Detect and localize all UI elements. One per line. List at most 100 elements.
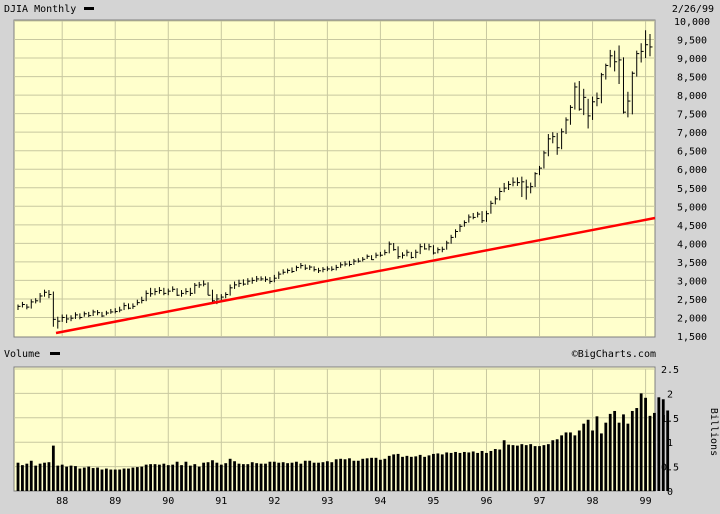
price-bar: [459, 224, 463, 232]
price-bar: [44, 289, 48, 297]
price-bar: [561, 128, 565, 150]
volume-bar: [432, 453, 435, 491]
price-bar: [574, 82, 578, 110]
volume-bar: [303, 460, 307, 491]
price-bar: [362, 257, 366, 262]
price-bar: [132, 303, 136, 309]
price-bar: [463, 220, 467, 227]
price-bar: [282, 269, 286, 275]
price-bar: [225, 292, 229, 299]
volume-bar: [96, 467, 99, 491]
price-bar: [583, 88, 587, 116]
volume-bar: [635, 408, 639, 491]
price-bar: [247, 278, 251, 285]
volume-bar: [224, 463, 228, 491]
volume-bar: [639, 393, 643, 491]
price-y-tick-label: 10,000: [674, 17, 710, 28]
price-bar: [636, 50, 640, 77]
volume-bar: [312, 462, 316, 491]
volume-bar: [109, 469, 113, 491]
volume-bar: [250, 462, 254, 491]
price-bar: [101, 311, 105, 318]
volume-bar: [365, 458, 369, 491]
price-bar: [384, 249, 388, 256]
volume-bar: [661, 399, 665, 491]
volume-bar: [60, 464, 64, 491]
volume-y-tick-label: 2: [667, 389, 673, 400]
volume-bar: [409, 456, 413, 491]
volume-bar: [237, 463, 241, 491]
price-bar: [154, 288, 158, 296]
price-bar: [490, 200, 494, 214]
price-bar: [70, 315, 74, 322]
volume-bar: [551, 440, 555, 491]
price-bar: [141, 296, 145, 304]
volume-bar: [560, 435, 564, 491]
volume-bar: [339, 458, 343, 491]
price-bar: [393, 242, 397, 251]
volume-bar: [356, 460, 360, 491]
price-bar: [622, 57, 626, 114]
price-bar: [88, 311, 92, 318]
volume-y-tick-label: 1.5: [661, 414, 679, 425]
price-y-tick-label: 8,000: [677, 91, 707, 102]
price-bar: [596, 92, 600, 107]
volume-bar: [228, 458, 232, 491]
volume-bar: [321, 462, 325, 491]
volume-bar: [617, 422, 621, 491]
volume-bar: [197, 466, 201, 491]
x-tick-label: 98: [587, 496, 599, 507]
price-bar: [441, 246, 445, 253]
price-bar: [119, 306, 123, 313]
price-bar: [357, 258, 361, 263]
price-bar: [578, 81, 582, 111]
volume-bar: [361, 458, 365, 491]
volume-bar: [436, 453, 440, 491]
volume-bar: [158, 464, 161, 491]
price-bar: [331, 266, 335, 272]
volume-bar: [657, 397, 661, 491]
volume-bar: [653, 412, 656, 491]
volume-bar: [458, 452, 462, 491]
price-bar: [207, 282, 211, 296]
price-bar: [260, 276, 264, 281]
price-bar: [256, 275, 260, 282]
volume-bar: [29, 460, 33, 491]
price-bar: [450, 234, 454, 244]
volume-bar: [140, 466, 144, 491]
volume-bar: [608, 413, 612, 491]
volume-bar: [241, 464, 245, 491]
volume-bar: [445, 452, 449, 491]
volume-bar: [317, 462, 320, 491]
volume-bar: [440, 454, 444, 491]
volume-bar: [188, 465, 192, 491]
volume-bar: [82, 467, 86, 491]
price-bar: [278, 271, 282, 279]
price-bar: [539, 165, 543, 176]
price-bar: [220, 294, 224, 302]
volume-bar: [131, 467, 135, 491]
volume-bar: [166, 465, 170, 491]
price-bar: [203, 280, 207, 287]
volume-bar: [454, 451, 457, 491]
x-tick-label: 89: [109, 496, 121, 507]
price-bar: [618, 45, 622, 84]
trendline: [55, 216, 656, 335]
price-bar: [592, 96, 596, 120]
price-bar: [640, 43, 644, 63]
price-bars: [17, 30, 653, 329]
price-y-axis: 1,500 2,000 2,500 3,000 3,500 4,000 4,500 5,000…: [674, 17, 710, 343]
volume-bar: [405, 455, 409, 491]
volume-bar: [511, 445, 515, 491]
price-y-tick-label: 7,000: [677, 128, 707, 139]
volume-bar: [352, 460, 356, 491]
volume-bar: [493, 449, 497, 491]
volume-bar: [175, 461, 179, 491]
price-y-tick-label: 6,500: [677, 147, 707, 158]
volume-bar: [502, 440, 506, 491]
brand-label: ©BigCharts.com: [572, 349, 656, 360]
x-tick-label: 99: [640, 496, 652, 507]
price-bar: [123, 302, 127, 311]
price-y-tick-label: 9,500: [677, 36, 707, 47]
volume-bar: [272, 461, 276, 491]
